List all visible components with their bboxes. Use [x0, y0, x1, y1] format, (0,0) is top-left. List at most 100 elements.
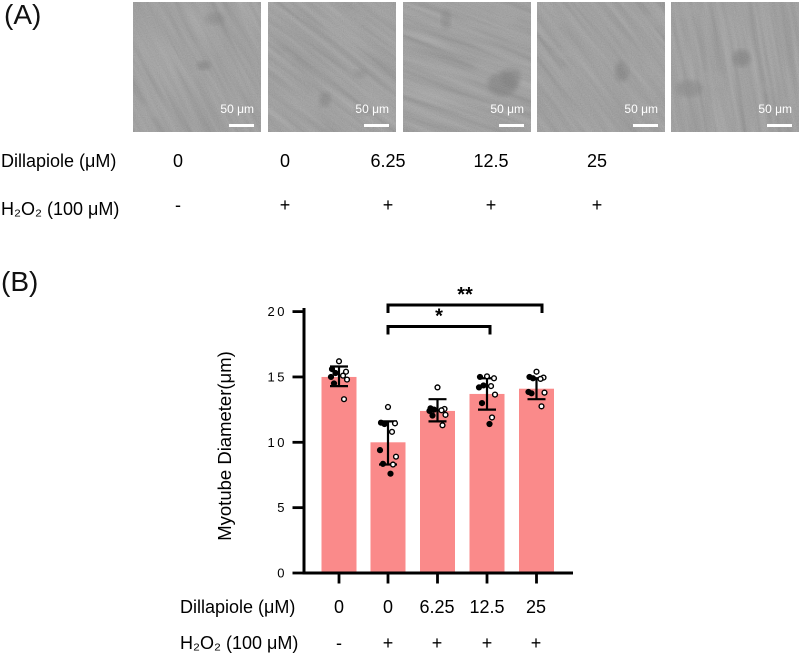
micrograph-texture [537, 2, 665, 132]
micrograph-image: 50 μm [671, 2, 799, 132]
panel-b-h2o2-value: + [382, 633, 394, 653]
panel-a-h2o2-value: - [175, 195, 181, 215]
scatter-point [486, 420, 493, 428]
grain-layer [537, 2, 665, 132]
micrograph-texture [671, 2, 799, 132]
bar [321, 376, 357, 573]
scale-bar-label: 50 μm [220, 102, 254, 116]
scatter-point [379, 460, 387, 467]
scatter-point [426, 407, 433, 415]
scatter-point [533, 368, 540, 375]
scatter-point [478, 399, 486, 407]
y-tick-label: 20 [268, 304, 287, 319]
panel-a-dillapiole-value: 25 [586, 151, 608, 171]
panel-a-dillapiole-value: 12.5 [473, 151, 509, 171]
panel-a-h2o2-value: + [279, 195, 291, 215]
scatter-point [490, 375, 498, 382]
scatter-point [541, 389, 548, 396]
scatter-point [339, 372, 347, 379]
grain-layer [403, 2, 531, 132]
micrograph-image: 50 μm [133, 2, 261, 132]
scale-bar-label: 50 μm [624, 102, 658, 116]
scatter-point [483, 373, 491, 380]
panel-b-h2o2-value: + [481, 633, 493, 653]
micrograph-image: 50 μm [268, 2, 396, 132]
scatter-point [537, 375, 544, 383]
scatter-point [392, 453, 400, 460]
panel-a-dillapiole-value: 6.25 [370, 151, 406, 171]
micrograph-texture [268, 2, 396, 132]
grain-layer [671, 2, 799, 132]
micrograph-texture [403, 2, 531, 132]
significance-bracket [386, 325, 492, 335]
scale-bar [767, 124, 792, 127]
scale-bar [364, 124, 389, 127]
scatter-point [376, 447, 384, 454]
panel-b-h2o2-value: + [530, 633, 542, 653]
significance-label: * [435, 306, 443, 328]
y-tick-label: 5 [277, 500, 287, 515]
bar [519, 388, 554, 573]
panel-b-label: (B) [1, 266, 39, 297]
scale-bar-label: 50 μm [758, 102, 792, 116]
panel-a-dillapiole-value: 0 [172, 151, 184, 171]
panel-b-dillapiole-value: 0 [333, 597, 345, 617]
bar [469, 393, 505, 573]
scatter-point [343, 376, 351, 383]
scatter-point [442, 411, 449, 418]
y-tick-label: 0 [277, 566, 287, 581]
y-tick-label: 15 [268, 369, 287, 384]
panel-b-dillapiole-value: 6.25 [419, 597, 455, 617]
panel-a-label: (A) [4, 0, 42, 30]
panel-a-dillapiole-value: 0 [279, 151, 291, 171]
panel-b-h2o2-value: + [431, 633, 443, 653]
bar [420, 410, 455, 573]
scale-bar-label: 50 μm [355, 102, 389, 116]
y-tick-label: 10 [268, 435, 287, 450]
panel-a-h2o2-value: + [382, 195, 394, 215]
scatter-point [529, 375, 537, 382]
scatter-point [429, 412, 436, 419]
scatter-point [487, 382, 495, 390]
scale-bar [633, 124, 658, 127]
micrograph-image: 50 μm [403, 2, 531, 132]
scatter-point [332, 369, 339, 377]
scatter-point [328, 366, 336, 373]
panel-b-dillapiole-value: 12.5 [469, 597, 505, 617]
y-axis-title: Myotube Diameter(μm) [214, 351, 235, 541]
grain-layer [133, 2, 261, 132]
panel-a-h2o2-value: + [485, 195, 497, 215]
scatter-point [439, 422, 446, 429]
scatter-point [476, 373, 484, 381]
scatter-point [528, 390, 535, 397]
scatter-point [538, 403, 545, 410]
scatter-point [488, 414, 496, 421]
scatter-point [434, 384, 441, 391]
scale-bar [229, 124, 254, 127]
scatter-point [335, 358, 343, 365]
micrograph-texture [133, 2, 261, 132]
panel-a-h2o2-header: H₂O₂ (100 μM) [1, 199, 120, 219]
panel-a-dillapiole-header: Dillapiole (μM) [1, 151, 117, 171]
panel-b-dillapiole-header: Dillapiole (μM) [180, 597, 296, 617]
scatter-point [388, 428, 396, 435]
panel-b-h2o2-header: H₂O₂ (100 μM) [180, 633, 299, 653]
panel-a-h2o2-value: + [591, 195, 603, 215]
scatter-point [340, 396, 348, 403]
scatter-point [475, 384, 483, 391]
panel-b-dillapiole-value: 25 [525, 597, 547, 617]
scatter-point [384, 403, 392, 411]
scatter-point [491, 391, 499, 398]
scatter-point [438, 407, 445, 414]
scale-bar-label: 50 μm [490, 102, 524, 116]
scatter-point [381, 420, 388, 428]
significance-bracket [386, 303, 544, 313]
scatter-point [327, 373, 335, 381]
scale-bar [499, 124, 524, 127]
grain-layer [268, 2, 396, 132]
significance-label: ** [457, 284, 473, 306]
panel-b-h2o2-value: - [336, 633, 342, 653]
scatter-point [389, 461, 397, 468]
scatter-point [342, 368, 350, 375]
